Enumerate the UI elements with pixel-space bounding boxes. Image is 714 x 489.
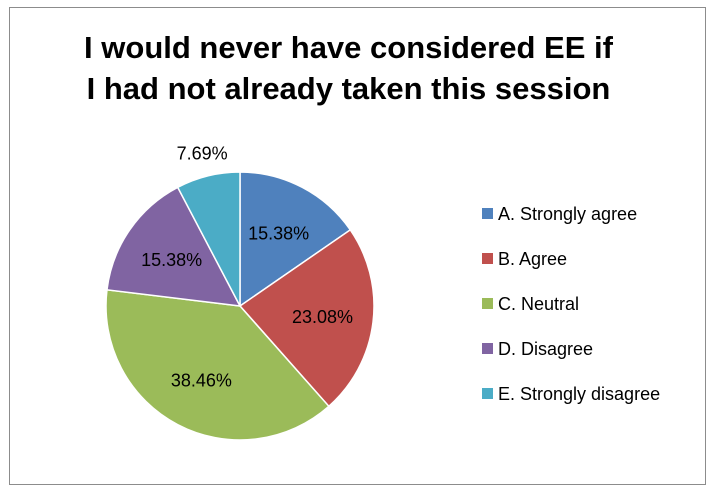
legend-label-5: E. Strongly disagree [498, 384, 661, 404]
chart-title: I would never have considered EE if I ha… [0, 27, 697, 109]
legend-swatch-4 [482, 343, 493, 354]
chart-title-line-1: I would never have considered EE if [84, 30, 613, 65]
legend-swatch-5 [482, 388, 493, 399]
chart-title-line-2: I had not already taken this session [86, 71, 611, 106]
legend-label-1: A. Strongly agree [498, 204, 638, 224]
pie-slice-5 [176, 171, 241, 307]
pie-data-label-1: 15.38% [248, 223, 309, 243]
pie-slice-3 [105, 288, 330, 441]
legend-label-4: D. Disagree [498, 339, 594, 359]
legend-label-2: B. Agree [498, 249, 568, 269]
pie-data-label-5: 7.69% [177, 143, 228, 163]
pie-slice-1 [239, 171, 352, 308]
legend-swatch-2 [482, 253, 493, 264]
pie-slice-2 [238, 228, 375, 408]
pie-data-label-3: 38.46% [171, 371, 232, 391]
pie-slice-4 [106, 186, 242, 307]
pie-data-label-2: 23.08% [292, 307, 353, 327]
legend-swatch-1 [482, 208, 493, 219]
pie-data-label-4: 15.38% [141, 250, 202, 270]
legend-swatch-3 [482, 298, 493, 309]
legend-label-3: C. Neutral [498, 294, 580, 314]
